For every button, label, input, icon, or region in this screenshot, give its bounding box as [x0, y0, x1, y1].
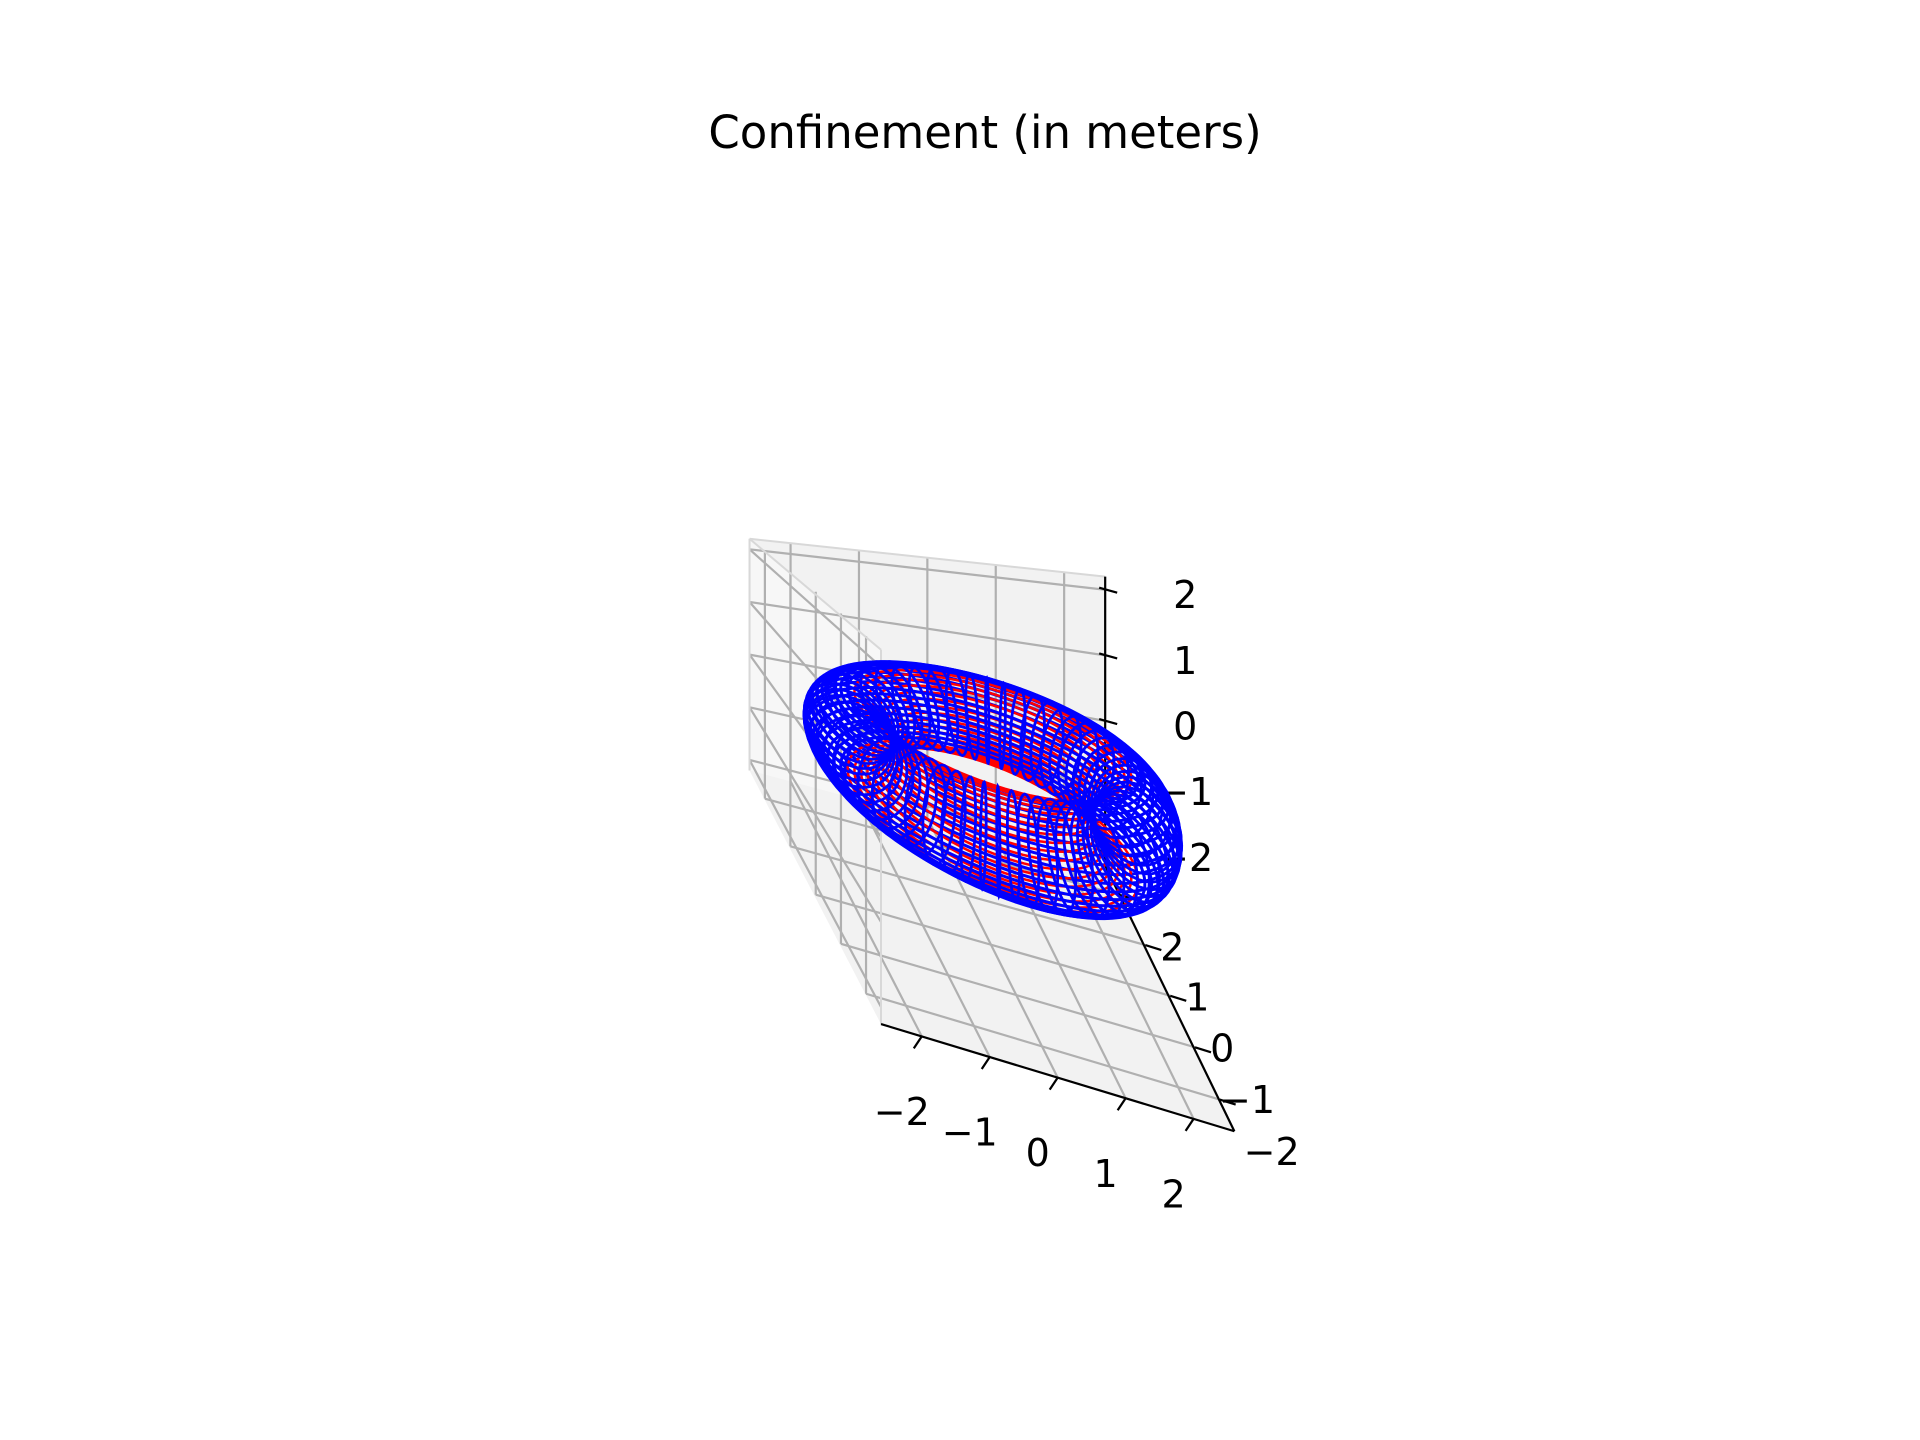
torus-section [886, 750, 938, 849]
grid-line-z-left [748, 548, 882, 668]
torus-section [1075, 797, 1151, 917]
torus-section [1077, 743, 1155, 840]
torus-section [845, 661, 917, 751]
x-tick-label: −2 [874, 1090, 930, 1134]
torus-section [1092, 769, 1182, 876]
torus-section [824, 665, 905, 755]
x-tick [980, 1056, 991, 1070]
torus-section [978, 779, 988, 892]
y-tick [1169, 994, 1187, 1002]
torus-section [804, 694, 894, 782]
torus-section [925, 665, 960, 755]
grid-line-z-left [748, 706, 882, 923]
y-tick-label: −1 [1219, 1078, 1275, 1122]
torus-section [1026, 795, 1060, 913]
y-tick-label: 2 [1160, 926, 1184, 970]
x-tick-label: 1 [1094, 1152, 1118, 1196]
z-tick [1098, 652, 1118, 660]
grid-line-y-floor [840, 942, 1196, 1049]
x-tick-label: 0 [1026, 1131, 1050, 1175]
torus-section [809, 672, 897, 761]
torus-plot [802, 660, 1184, 921]
torus-section [1062, 799, 1126, 920]
floor-pane [749, 770, 1235, 1132]
x-tick [1184, 1118, 1195, 1132]
x-axis-line [880, 1022, 1235, 1133]
z-tick-label: 2 [1173, 573, 1197, 617]
torus-section [959, 775, 978, 883]
y-tick-label: 1 [1185, 976, 1209, 1020]
z-tick [1098, 717, 1118, 726]
x-tick [1116, 1097, 1127, 1111]
torus-section [1019, 693, 1046, 783]
x-tick-label: −1 [942, 1111, 998, 1155]
z-tick-label: 0 [1173, 705, 1197, 749]
torus-section [815, 668, 900, 758]
x-tick [1048, 1077, 1059, 1091]
y-tick [1145, 943, 1162, 952]
pane-edge [749, 537, 1106, 578]
torus-section [921, 763, 957, 867]
z-tick-label: 1 [1173, 639, 1197, 683]
torus-section [1089, 789, 1176, 904]
torus-section [808, 700, 896, 789]
torus-section [1090, 763, 1178, 867]
y-tick [1219, 1098, 1236, 1106]
torus-section [1048, 714, 1100, 805]
y-tick [1194, 1046, 1212, 1054]
torus-section [1069, 799, 1139, 919]
torus-section [1005, 788, 1021, 904]
torus-section [1029, 700, 1065, 789]
torus-section [995, 782, 1002, 901]
torus-section [1045, 799, 1095, 919]
grid-line-z-back [749, 600, 1106, 657]
torus-section [1085, 792, 1170, 910]
torus-section [1008, 687, 1027, 776]
grid-line-y-floor [865, 992, 1220, 1101]
torus-section [856, 736, 922, 830]
chart-title: Confinement (in meters) [708, 106, 1261, 159]
torus-section [1016, 792, 1041, 909]
torus-section [998, 680, 1007, 771]
x-tick-label: 2 [1162, 1172, 1186, 1216]
y-tick-label: −2 [1244, 1130, 1300, 1174]
grid-line-z-left [748, 759, 882, 1008]
grid-line-x-floor [789, 780, 923, 1037]
torus-section [940, 769, 967, 875]
pane-edge [748, 538, 882, 651]
x-tick [912, 1035, 923, 1050]
torus-section [1081, 795, 1161, 914]
y-tick-label: 0 [1210, 1026, 1234, 1070]
torus-section [944, 668, 970, 758]
z-tick [1098, 586, 1118, 594]
grid-line-y-floor [790, 845, 1146, 947]
torus-section [984, 675, 991, 766]
torus-section [907, 662, 950, 752]
grid-line-z-back [749, 548, 1106, 591]
